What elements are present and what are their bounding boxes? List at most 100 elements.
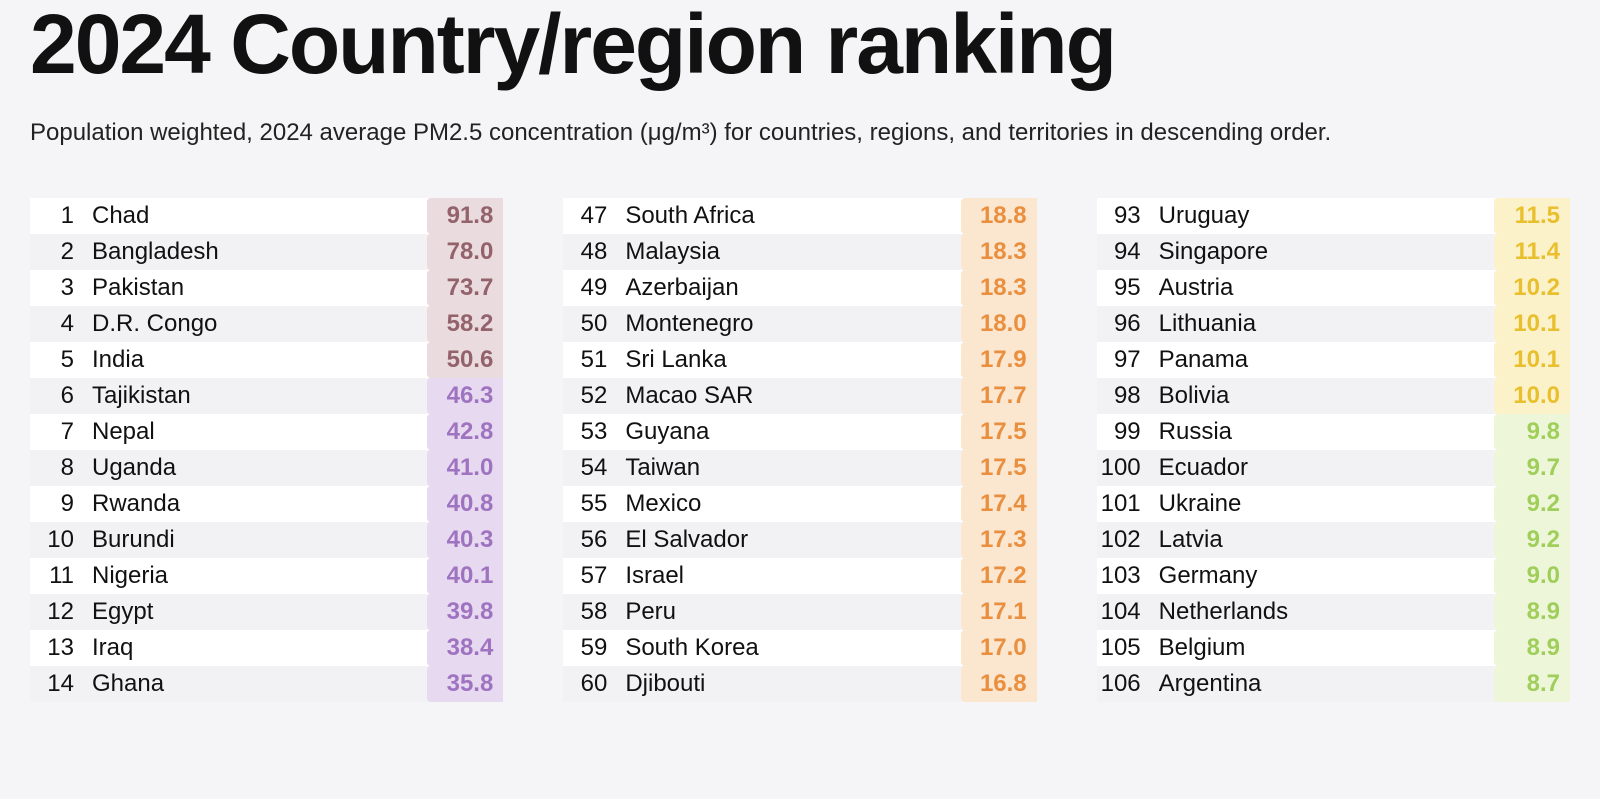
value-cell: 17.3 [961, 522, 1037, 558]
country-name: Germany [1159, 558, 1494, 594]
page-title: 2024 Country/region ranking [30, 0, 1570, 88]
country-name: Ukraine [1159, 486, 1494, 522]
rank-number: 105 [1097, 630, 1159, 666]
rank-number: 100 [1097, 450, 1159, 486]
ranking-row: 106Argentina8.7 [1097, 666, 1570, 702]
pm25-value: 40.8 [427, 486, 503, 522]
rank-number: 1 [30, 198, 92, 234]
ranking-row: 58Peru17.1 [563, 594, 1036, 630]
pm25-value: 35.8 [427, 666, 503, 702]
ranking-row: 2Bangladesh78.0 [30, 234, 503, 270]
ranking-row: 55Mexico17.4 [563, 486, 1036, 522]
country-name: Argentina [1159, 666, 1494, 702]
pm25-value: 46.3 [427, 378, 503, 414]
rank-number: 103 [1097, 558, 1159, 594]
country-name: Belgium [1159, 630, 1494, 666]
ranking-row: 57Israel17.2 [563, 558, 1036, 594]
value-cell: 18.3 [961, 234, 1037, 270]
pm25-value: 8.7 [1494, 666, 1570, 702]
value-cell: 18.8 [961, 198, 1037, 234]
country-name: Chad [92, 198, 427, 234]
rank-number: 47 [563, 198, 625, 234]
country-name: Ecuador [1159, 450, 1494, 486]
pm25-value: 9.2 [1494, 522, 1570, 558]
pm25-value: 50.6 [427, 342, 503, 378]
value-cell: 16.8 [961, 666, 1037, 702]
ranking-row: 9Rwanda40.8 [30, 486, 503, 522]
value-cell: 8.9 [1494, 594, 1570, 630]
value-cell: 38.4 [427, 630, 503, 666]
country-name: Latvia [1159, 522, 1494, 558]
pm25-value: 17.9 [961, 342, 1037, 378]
pm25-value: 17.3 [961, 522, 1037, 558]
country-name: Bangladesh [92, 234, 427, 270]
ranking-row: 1Chad91.8 [30, 198, 503, 234]
value-cell: 8.7 [1494, 666, 1570, 702]
ranking-row: 51Sri Lanka17.9 [563, 342, 1036, 378]
country-name: South Korea [625, 630, 960, 666]
ranking-row: 56El Salvador17.3 [563, 522, 1036, 558]
ranking-row: 104Netherlands8.9 [1097, 594, 1570, 630]
ranking-row: 5India50.6 [30, 342, 503, 378]
rank-number: 98 [1097, 378, 1159, 414]
value-cell: 42.8 [427, 414, 503, 450]
country-name: Russia [1159, 414, 1494, 450]
value-cell: 91.8 [427, 198, 503, 234]
value-cell: 58.2 [427, 306, 503, 342]
value-cell: 17.2 [961, 558, 1037, 594]
rank-number: 48 [563, 234, 625, 270]
pm25-value: 9.8 [1494, 414, 1570, 450]
rank-number: 101 [1097, 486, 1159, 522]
rank-number: 7 [30, 414, 92, 450]
value-cell: 73.7 [427, 270, 503, 306]
pm25-value: 18.8 [961, 198, 1037, 234]
country-name: Tajikistan [92, 378, 427, 414]
ranking-row: 53Guyana17.5 [563, 414, 1036, 450]
pm25-value: 39.8 [427, 594, 503, 630]
value-cell: 17.5 [961, 414, 1037, 450]
value-cell: 10.1 [1494, 342, 1570, 378]
country-name: Guyana [625, 414, 960, 450]
ranking-row: 4D.R. Congo58.2 [30, 306, 503, 342]
value-cell: 78.0 [427, 234, 503, 270]
country-name: Montenegro [625, 306, 960, 342]
ranking-row: 50Montenegro18.0 [563, 306, 1036, 342]
pm25-value: 16.8 [961, 666, 1037, 702]
country-name: Bolivia [1159, 378, 1494, 414]
ranking-row: 96Lithuania10.1 [1097, 306, 1570, 342]
ranking-row: 10Burundi40.3 [30, 522, 503, 558]
pm25-value: 42.8 [427, 414, 503, 450]
rank-number: 5 [30, 342, 92, 378]
ranking-row: 102Latvia9.2 [1097, 522, 1570, 558]
ranking-row: 99Russia9.8 [1097, 414, 1570, 450]
pm25-value: 10.0 [1494, 378, 1570, 414]
ranking-row: 95Austria10.2 [1097, 270, 1570, 306]
country-name: South Africa [625, 198, 960, 234]
value-cell: 8.9 [1494, 630, 1570, 666]
rank-number: 95 [1097, 270, 1159, 306]
ranking-row: 49Azerbaijan18.3 [563, 270, 1036, 306]
pm25-value: 78.0 [427, 234, 503, 270]
country-name: El Salvador [625, 522, 960, 558]
rank-number: 53 [563, 414, 625, 450]
ranking-row: 8Uganda41.0 [30, 450, 503, 486]
rank-number: 12 [30, 594, 92, 630]
pm25-value: 10.1 [1494, 342, 1570, 378]
pm25-value: 10.1 [1494, 306, 1570, 342]
value-cell: 9.2 [1494, 522, 1570, 558]
country-name: Nepal [92, 414, 427, 450]
ranking-row: 12Egypt39.8 [30, 594, 503, 630]
value-cell: 9.8 [1494, 414, 1570, 450]
rank-number: 94 [1097, 234, 1159, 270]
rank-number: 96 [1097, 306, 1159, 342]
ranking-row: 6Tajikistan46.3 [30, 378, 503, 414]
ranking-row: 105Belgium8.9 [1097, 630, 1570, 666]
rank-number: 3 [30, 270, 92, 306]
ranking-row: 98Bolivia10.0 [1097, 378, 1570, 414]
value-cell: 18.0 [961, 306, 1037, 342]
ranking-page: 2024 Country/region ranking Population w… [0, 0, 1600, 722]
value-cell: 41.0 [427, 450, 503, 486]
value-cell: 17.9 [961, 342, 1037, 378]
value-cell: 46.3 [427, 378, 503, 414]
pm25-value: 58.2 [427, 306, 503, 342]
